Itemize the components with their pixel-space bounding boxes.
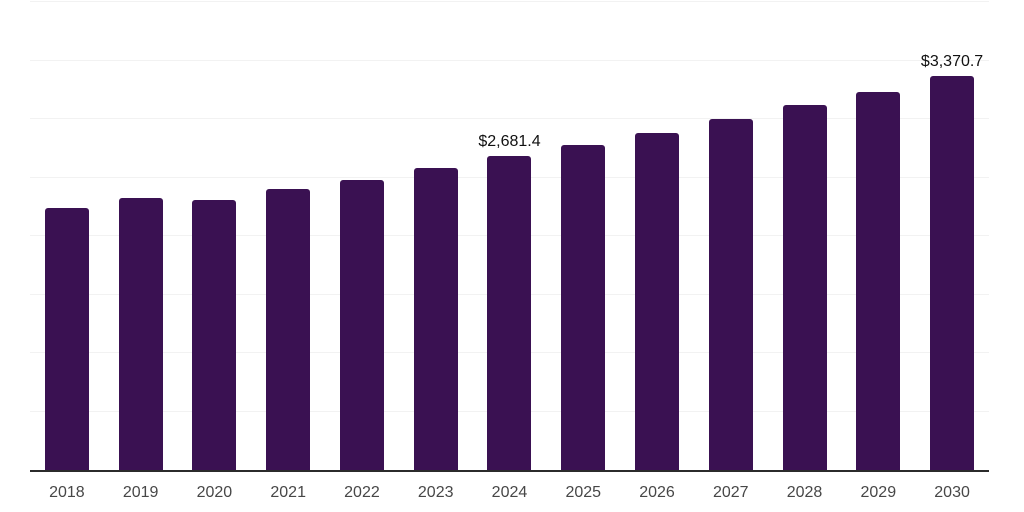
x-tick-label-2030: 2030 bbox=[934, 484, 970, 501]
x-tick-label-2025: 2025 bbox=[565, 484, 602, 501]
x-tick-label-2019: 2019 bbox=[122, 484, 159, 501]
bar-column-2018 bbox=[30, 2, 104, 470]
gridline-3000 bbox=[30, 118, 989, 119]
bar-2028[interactable] bbox=[782, 105, 827, 470]
bar-2026[interactable] bbox=[635, 132, 679, 470]
x-tick-label-2020: 2020 bbox=[196, 484, 233, 501]
bars-row: $2,681.4 $3,370.7 bbox=[30, 2, 989, 470]
bar-column-2021 bbox=[251, 2, 325, 470]
x-tick-label-2028: 2028 bbox=[786, 484, 823, 501]
bar-2025[interactable] bbox=[561, 145, 606, 470]
x-tick-label-2023: 2023 bbox=[417, 484, 454, 501]
x-tick-label-2018: 2018 bbox=[49, 484, 85, 501]
bar-2020[interactable] bbox=[192, 200, 237, 470]
bar-column-2026 bbox=[620, 2, 694, 470]
bar-2021[interactable] bbox=[266, 189, 311, 470]
bar-2027[interactable] bbox=[708, 119, 753, 470]
bar-2018[interactable] bbox=[44, 208, 89, 470]
bar-2029[interactable] bbox=[856, 92, 901, 470]
bar-column-2020 bbox=[178, 2, 252, 470]
bar-column-2023 bbox=[399, 2, 473, 470]
gridline-4000 bbox=[30, 1, 989, 2]
bar-column-2030: $3,370.7 bbox=[915, 2, 989, 470]
bar-2019[interactable] bbox=[118, 198, 163, 470]
bar-2023[interactable] bbox=[413, 168, 458, 470]
bar-2030[interactable] bbox=[930, 75, 975, 470]
x-tick-label-2027: 2027 bbox=[712, 484, 749, 501]
x-tick-label-2029: 2029 bbox=[860, 484, 897, 501]
plot-area: $2,681.4 $3,370.7 bbox=[30, 1, 989, 472]
bar-column-2027 bbox=[694, 2, 768, 470]
x-tick-label-2021: 2021 bbox=[270, 484, 306, 501]
bar-column-2019 bbox=[104, 2, 178, 470]
bar-2022[interactable] bbox=[339, 180, 384, 470]
data-label-2024: $2,681.4 bbox=[478, 133, 541, 151]
bar-column-2025 bbox=[546, 2, 620, 470]
bar-column-2024: $2,681.4 bbox=[473, 2, 547, 470]
x-tick-label-2022: 2022 bbox=[344, 484, 380, 501]
bar-column-2029 bbox=[841, 2, 915, 470]
x-tick-label-2026: 2026 bbox=[639, 484, 675, 501]
gridline-3500 bbox=[30, 59, 989, 61]
x-axis-line bbox=[30, 470, 989, 472]
bar-column-2028 bbox=[768, 2, 842, 470]
x-tick-label-2024: 2024 bbox=[491, 484, 528, 501]
bar-column-2022 bbox=[325, 2, 399, 470]
x-axis-labels: 2018 2019 2020 2021 2022 2023 2024 2025 2026 2027… bbox=[30, 483, 989, 503]
bar-2024[interactable] bbox=[487, 156, 532, 470]
data-label-2030: $3,370.7 bbox=[920, 52, 984, 70]
